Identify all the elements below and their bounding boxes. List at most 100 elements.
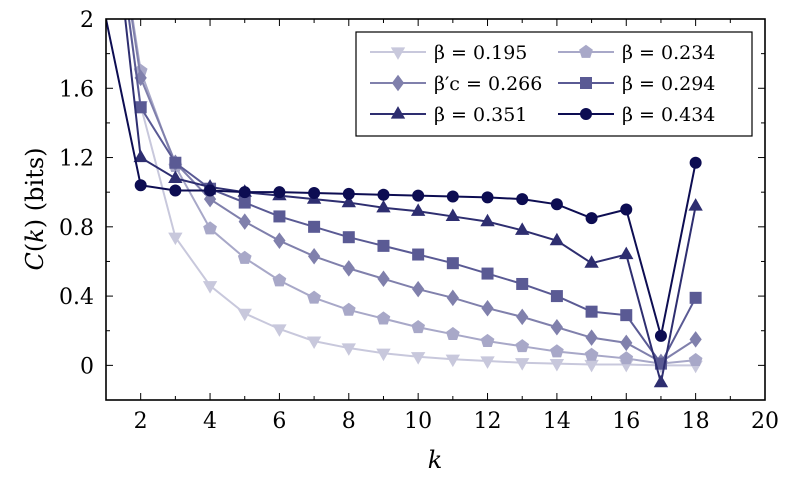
data-point — [273, 232, 286, 249]
data-point — [481, 191, 494, 204]
data-point — [481, 267, 494, 280]
series-line — [124, 19, 697, 383]
data-point — [272, 273, 287, 287]
legend-label: β = 0.434 — [622, 104, 715, 126]
data-point — [377, 270, 390, 288]
data-point — [237, 250, 252, 264]
data-point — [238, 213, 251, 230]
data-point — [308, 220, 321, 233]
x-axis-title: k — [428, 446, 443, 474]
y-axis-title: C(k) (bits) — [21, 147, 49, 270]
data-point — [377, 239, 390, 252]
legend-item: β = 0.294 — [558, 73, 715, 95]
data-point — [202, 281, 218, 294]
legend-label: β = 0.351 — [434, 104, 527, 126]
data-point — [412, 280, 425, 298]
data-point — [550, 318, 564, 336]
legend-item: β′c = 0.266 — [370, 73, 542, 95]
data-point — [481, 299, 494, 317]
data-point — [273, 210, 286, 223]
y-tick-label: 0 — [80, 354, 94, 379]
data-point — [133, 149, 148, 163]
legend-label: β = 0.294 — [622, 73, 715, 95]
data-point — [307, 290, 321, 304]
data-point — [549, 232, 565, 246]
data-point — [619, 351, 634, 365]
data-point — [480, 213, 495, 227]
data-point — [516, 193, 529, 206]
data-point — [689, 291, 702, 304]
legend-marker — [579, 44, 593, 58]
data-point — [620, 334, 633, 352]
data-point — [410, 352, 426, 365]
data-point — [238, 196, 251, 209]
data-point — [134, 179, 147, 192]
legend-marker — [391, 74, 405, 92]
data-point — [238, 186, 251, 199]
data-point — [688, 198, 703, 211]
legend-marker — [580, 77, 592, 89]
data-point — [376, 348, 391, 362]
data-point — [169, 156, 182, 169]
data-point — [203, 221, 217, 235]
series-line — [128, 19, 696, 367]
data-point — [342, 187, 355, 200]
legend-marker — [580, 108, 592, 120]
data-point — [273, 186, 286, 199]
y-tick-label: 1.2 — [59, 147, 94, 172]
data-point — [480, 333, 495, 347]
data-point — [412, 248, 425, 261]
data-point — [445, 208, 461, 222]
x-tick-label: 8 — [342, 409, 356, 434]
data-point — [480, 356, 495, 369]
legend-item: β = 0.351 — [370, 104, 527, 126]
data-point — [516, 277, 529, 290]
data-point — [237, 308, 252, 322]
legend-label: β′c = 0.266 — [434, 73, 542, 95]
data-point — [376, 199, 391, 213]
data-point — [550, 198, 563, 211]
data-point — [341, 194, 356, 208]
legend-item: β = 0.434 — [558, 104, 715, 126]
data-point — [584, 347, 599, 361]
legend: β = 0.195 β = 0.234 β′c = 0.266 β = 0.294 β … — [355, 31, 753, 137]
data-point — [272, 324, 287, 337]
data-point — [168, 170, 183, 183]
data-point — [446, 289, 459, 307]
x-tick-label: 12 — [474, 409, 502, 434]
data-point — [654, 329, 667, 342]
series-6 — [106, 19, 702, 342]
x-tick-label: 16 — [612, 409, 640, 434]
series-layer — [106, 19, 703, 388]
data-point — [516, 308, 529, 326]
labels-layer: 2 4 6 8 10 12 14 16 18 20 0 0.4 0.8 1.2 1.6 2 — [59, 8, 779, 434]
x-tick-label: 20 — [751, 409, 779, 434]
data-point — [169, 184, 182, 197]
y-tick-label: 0.4 — [59, 285, 94, 310]
data-point — [549, 359, 565, 372]
data-point — [134, 101, 147, 114]
data-point — [204, 184, 217, 197]
data-point — [515, 358, 530, 371]
data-point — [411, 320, 426, 334]
x-tick-label: 18 — [682, 409, 710, 434]
data-point — [515, 222, 530, 235]
data-point — [308, 187, 321, 200]
data-point — [377, 188, 390, 201]
data-point — [688, 352, 703, 367]
data-point — [620, 203, 633, 216]
data-point — [412, 189, 425, 202]
data-point — [306, 336, 322, 349]
legend-item: β = 0.195 — [370, 42, 527, 64]
y-tick-label: 2 — [80, 8, 94, 33]
legend-marker — [390, 47, 406, 60]
x-tick-label: 2 — [134, 409, 148, 434]
data-point — [341, 343, 356, 356]
data-point — [550, 290, 563, 303]
data-point — [585, 305, 598, 318]
y-tick-label: 0.8 — [59, 216, 94, 241]
y-tick-label: 1.6 — [59, 77, 94, 102]
data-point — [445, 326, 460, 341]
data-point — [342, 260, 355, 277]
